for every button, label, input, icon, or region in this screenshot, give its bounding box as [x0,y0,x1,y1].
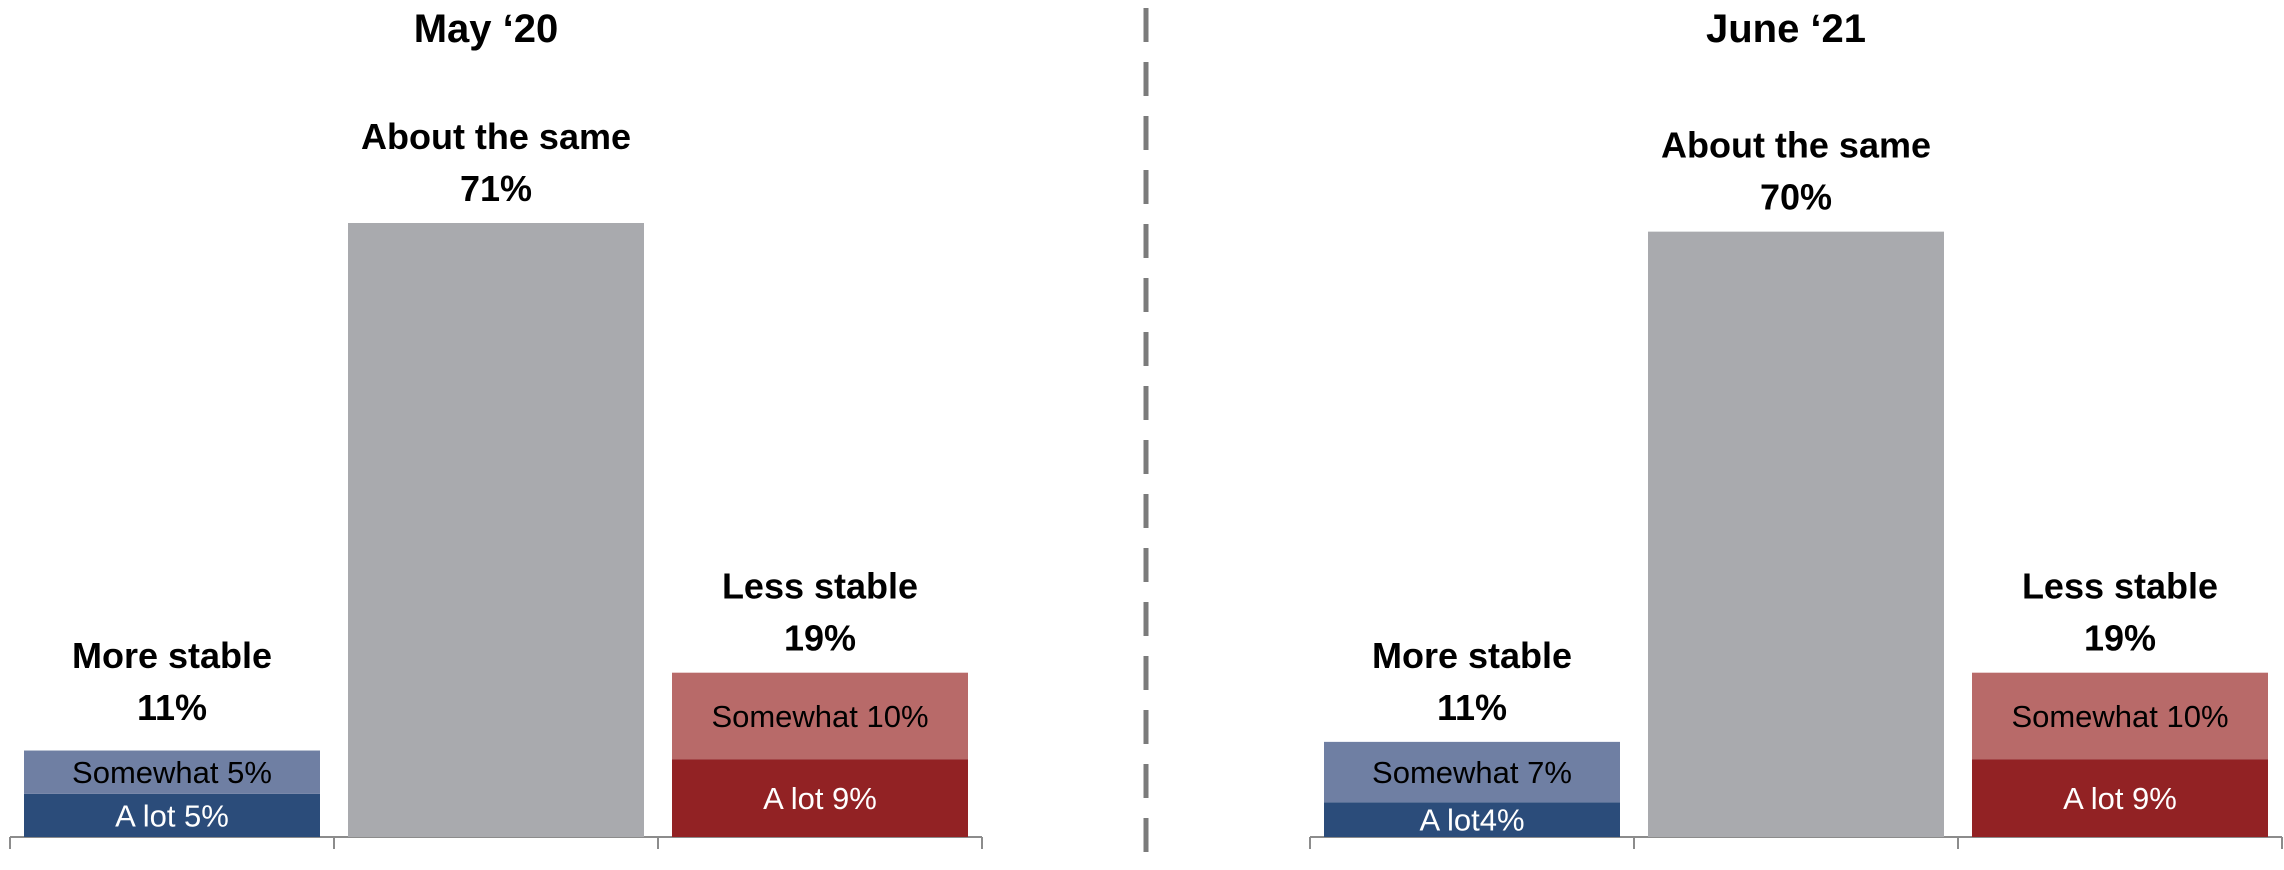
bar-segment-a-lot [1324,802,1620,837]
category-less-stable: A lot 9% Somewhat 10% Less stable 19% [1972,566,2268,837]
bar-segment-a-lot [672,759,968,837]
bar-segment-somewhat [672,672,968,760]
bar-segment-somewhat [1972,672,2268,760]
bar-segment-somewhat [24,750,320,794]
panel-title: June ‘21 [1706,7,1866,51]
category-label: Less stable [2022,566,2218,607]
panel-title: May ‘20 [414,7,559,51]
segment-label: Somewhat 10% [2011,699,2228,734]
category-total-label: 11% [1437,687,1507,728]
panel-may-20: May ‘20 A lot 5% Somewhat 5% More stable 11%… [9,7,983,849]
segment-label: A lot4% [1419,803,1524,838]
category-total-label: 19% [784,618,856,659]
category-less-stable: A lot 9% Somewhat 10% Less stable 19% [672,566,968,837]
category-label: About the same [1661,125,1931,166]
category-label: About the same [361,116,631,157]
bar-segment-somewhat [1324,741,1620,803]
category-total-label: 70% [1760,177,1832,218]
segment-label: A lot 5% [115,798,229,833]
bar-segment-about-the-same [348,223,644,837]
bar-segment-a-lot [1972,759,2268,837]
segment-label: Somewhat 10% [711,699,928,734]
panel-june-21: June ‘21 A lot4% Somewhat 7% More stable 11%… [1309,7,2283,849]
segment-label: Somewhat 5% [72,755,272,790]
segment-label: A lot 9% [2063,781,2177,816]
category-label: More stable [1372,635,1572,676]
category-label: More stable [72,635,272,676]
category-total-label: 11% [137,687,207,728]
category-more-stable: A lot4% Somewhat 7% More stable 11% [1324,635,1620,838]
category-about-the-same: About the same 71% [348,116,644,837]
segment-label: Somewhat 7% [1372,755,1572,790]
category-total-label: 19% [2084,618,2156,659]
category-total-label: 71% [460,168,532,209]
segment-label: A lot 9% [763,781,877,816]
bar-segment-a-lot [24,793,320,837]
category-more-stable: A lot 5% Somewhat 5% More stable 11% [24,635,320,837]
bar-segment-about-the-same [1648,231,1944,837]
category-about-the-same: About the same 70% [1648,125,1944,837]
category-label: Less stable [722,566,918,607]
